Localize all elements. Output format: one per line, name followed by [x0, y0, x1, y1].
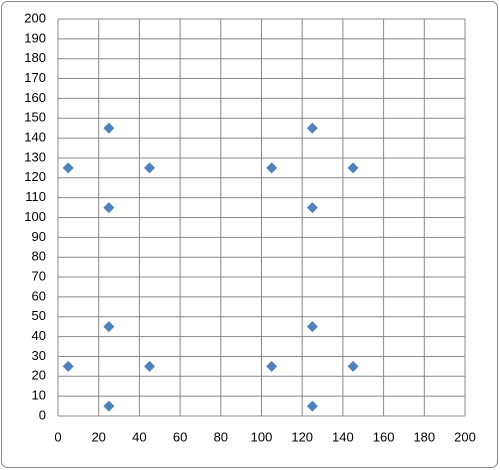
point: [266, 162, 278, 174]
y-tick-label: 190: [24, 30, 46, 45]
point: [103, 122, 115, 134]
y-tick-label: 70: [32, 268, 46, 283]
y-tick-label: 150: [24, 110, 46, 125]
y-tick-label: 90: [32, 229, 46, 244]
x-tick-label: 80: [214, 429, 228, 444]
x-tick-label: 60: [173, 429, 187, 444]
point: [347, 360, 359, 372]
point: [266, 360, 278, 372]
point: [103, 321, 115, 333]
y-tick-label: 160: [24, 90, 46, 105]
y-tick-label: 110: [25, 189, 46, 204]
y-tick-label: 180: [24, 50, 46, 65]
point: [103, 202, 115, 214]
y-tick-label: 40: [32, 328, 46, 343]
point: [347, 162, 359, 174]
y-tick-label: 20: [32, 368, 46, 383]
point: [103, 400, 115, 412]
y-tick-label: 130: [24, 149, 46, 164]
y-tick-label: 30: [32, 348, 46, 363]
y-tick-label: 100: [24, 209, 46, 224]
y-tick-label: 10: [32, 388, 46, 403]
y-tick-label: 80: [32, 249, 46, 264]
y-tick-label: 60: [32, 288, 46, 303]
y-tick-label: 140: [24, 130, 46, 145]
x-tick-label: 0: [54, 429, 61, 444]
y-tick-label: 50: [32, 308, 46, 323]
point: [306, 122, 318, 134]
y-tick-label: 120: [24, 169, 46, 184]
point: [62, 360, 74, 372]
x-tick-label: 40: [132, 429, 146, 444]
x-tick-label: 200: [454, 429, 476, 444]
y-tick-label: 200: [24, 10, 46, 25]
x-tick-label: 20: [91, 429, 105, 444]
x-tick-label: 140: [332, 429, 354, 444]
y-tick-label: 170: [24, 70, 46, 85]
y-tick-label: 0: [39, 407, 46, 422]
point: [144, 162, 156, 174]
x-tick-label: 100: [251, 429, 273, 444]
point: [306, 321, 318, 333]
point: [306, 202, 318, 214]
point: [144, 360, 156, 372]
point: [306, 400, 318, 412]
x-tick-label: 160: [373, 429, 395, 444]
x-tick-label: 180: [413, 429, 435, 444]
x-tick-label: 120: [291, 429, 313, 444]
point: [62, 162, 74, 174]
